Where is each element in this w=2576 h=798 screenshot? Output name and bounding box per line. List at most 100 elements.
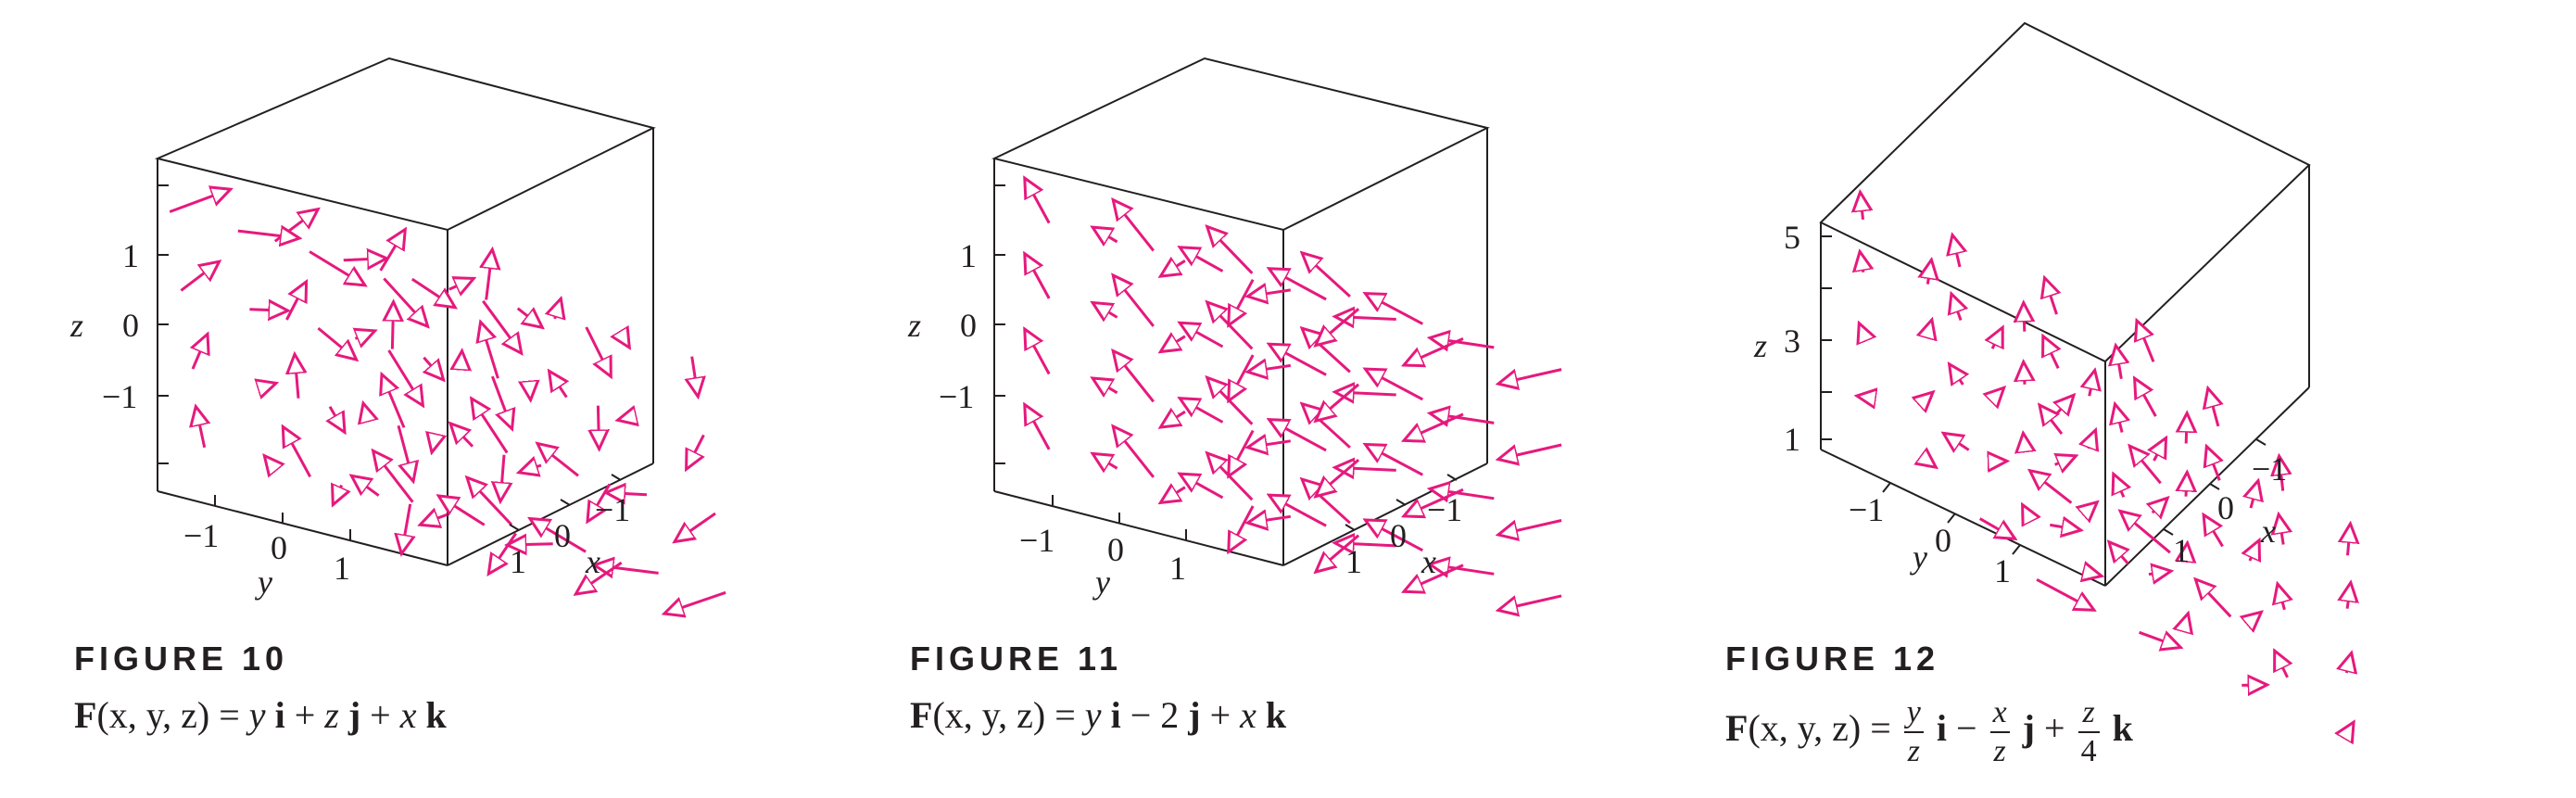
vector-arrow <box>1335 467 1396 470</box>
formula-args: (x, y, z) <box>96 694 210 736</box>
vector-arrow <box>1404 337 1464 365</box>
vector-arrow <box>1365 520 1424 552</box>
vector-arrow <box>1113 351 1155 403</box>
figure-11-y-tick-1: 1 <box>1169 550 1186 587</box>
formula-unit-i: i <box>274 694 285 736</box>
vector-arrow <box>585 326 612 376</box>
vector-arrow <box>1923 458 1936 467</box>
vector-arrow <box>1951 294 1961 322</box>
formula-unit-k: k <box>1265 694 1287 736</box>
formula-unit-j: j <box>1188 694 1201 736</box>
vector-arrow <box>1430 564 1495 575</box>
vector-arrow <box>1404 564 1464 592</box>
vector-arrow <box>598 405 599 450</box>
vector-arrow <box>379 230 406 272</box>
figure-11-ticks <box>994 184 1458 540</box>
figure-11-title: FIGURE 11 <box>910 640 1123 678</box>
vector-arrow <box>438 496 486 526</box>
fraction-numerator: x <box>1989 697 2010 733</box>
vector-arrow <box>1025 329 1051 375</box>
vector-arrow <box>2030 471 2073 504</box>
vector-arrow <box>1092 453 1118 468</box>
vector-arrow <box>2241 685 2267 686</box>
vector-arrow <box>351 475 380 497</box>
figure-11-y-tick-0: 0 <box>1107 531 1124 568</box>
figure-11-y-axis-label: y <box>1092 564 1110 601</box>
vector-arrow <box>355 331 374 339</box>
vector-arrow <box>687 434 704 469</box>
vector-arrow <box>482 299 521 353</box>
vector-arrow <box>2275 651 2288 678</box>
figure-11-arrows <box>1025 178 1562 610</box>
vector-arrow <box>507 544 553 545</box>
vector-arrow <box>410 277 455 308</box>
vector-arrow <box>1248 290 1292 297</box>
vector-arrow <box>2115 346 2121 380</box>
vector-arrow <box>1302 404 1351 449</box>
vector-arrow <box>1229 354 1255 400</box>
formula-unit-i: i <box>1110 694 1121 736</box>
vector-arrow <box>1248 441 1292 448</box>
formula-term: y <box>1084 694 1102 736</box>
vector-arrow <box>555 298 562 319</box>
figure-11-z-tick-1: 1 <box>960 237 977 274</box>
vector-arrow <box>516 309 543 328</box>
vector-arrow <box>2120 511 2171 554</box>
vector-arrow <box>363 403 367 417</box>
vector-arrow <box>295 354 298 399</box>
vector-arrow <box>2153 498 2167 513</box>
vector-arrow <box>1430 488 1495 498</box>
vector-arrow <box>2186 413 2187 444</box>
vector-arrow <box>1092 378 1118 393</box>
vector-arrow <box>519 465 542 473</box>
vector-arrow <box>1498 443 1562 460</box>
vector-arrow <box>2023 505 2026 512</box>
vector-arrow <box>1430 413 1495 424</box>
formula-unit-k: k <box>2112 707 2133 750</box>
vector-arrow <box>1926 392 1934 399</box>
vector-arrow <box>448 278 474 289</box>
vector-arrow <box>193 334 208 370</box>
vector-arrow <box>1180 399 1224 424</box>
vector-arrow <box>432 436 436 452</box>
vector-arrow <box>1316 383 1360 421</box>
vector-arrow <box>2109 542 2128 565</box>
vector-arrow <box>285 282 306 321</box>
vector-arrow <box>1092 227 1118 242</box>
vector-arrow <box>2023 433 2025 448</box>
vector-arrow <box>1269 344 1327 376</box>
vector-arrow <box>594 565 659 574</box>
vector-arrow <box>481 322 499 379</box>
formula-eq: = <box>1054 694 1076 736</box>
formula-term: y <box>248 694 266 736</box>
formula-op: + <box>294 694 316 736</box>
fraction-numerator: z <box>2077 697 2100 733</box>
vector-arrow <box>490 375 511 429</box>
formula-term: 2 <box>1160 694 1180 736</box>
vector-arrow <box>1113 275 1155 327</box>
figure-12-title: FIGURE 12 <box>1725 640 1940 678</box>
fraction-denominator: z <box>1993 734 2006 768</box>
vector-arrow <box>500 454 504 501</box>
figure-12-y-tick-1: 1 <box>1994 552 2011 589</box>
formula-args: (x, y, z) <box>932 694 1046 736</box>
vector-arrow <box>237 231 299 238</box>
vector-arrow <box>1860 251 1863 272</box>
figure-10-y-tick-neg1: −1 <box>183 517 219 554</box>
vector-arrow <box>692 356 699 397</box>
vector-arrow <box>1160 260 1186 276</box>
formula-F: F <box>910 694 933 736</box>
vector-arrow <box>1180 474 1224 500</box>
formula-unit-i: i <box>1936 707 1948 750</box>
figure-12-cube-frame <box>1819 21 2311 587</box>
figure-12-z-axis-label: z <box>1753 327 1767 364</box>
figure-10-x-axis-label: x <box>585 543 600 580</box>
vector-arrow <box>169 189 231 213</box>
figure-11-z-tick-0: 0 <box>960 307 977 344</box>
vector-arrow <box>2186 543 2188 561</box>
vector-arrow <box>330 406 345 433</box>
figure-12-x-tick-0: 0 <box>2217 489 2234 526</box>
vector-arrow <box>2024 303 2025 332</box>
